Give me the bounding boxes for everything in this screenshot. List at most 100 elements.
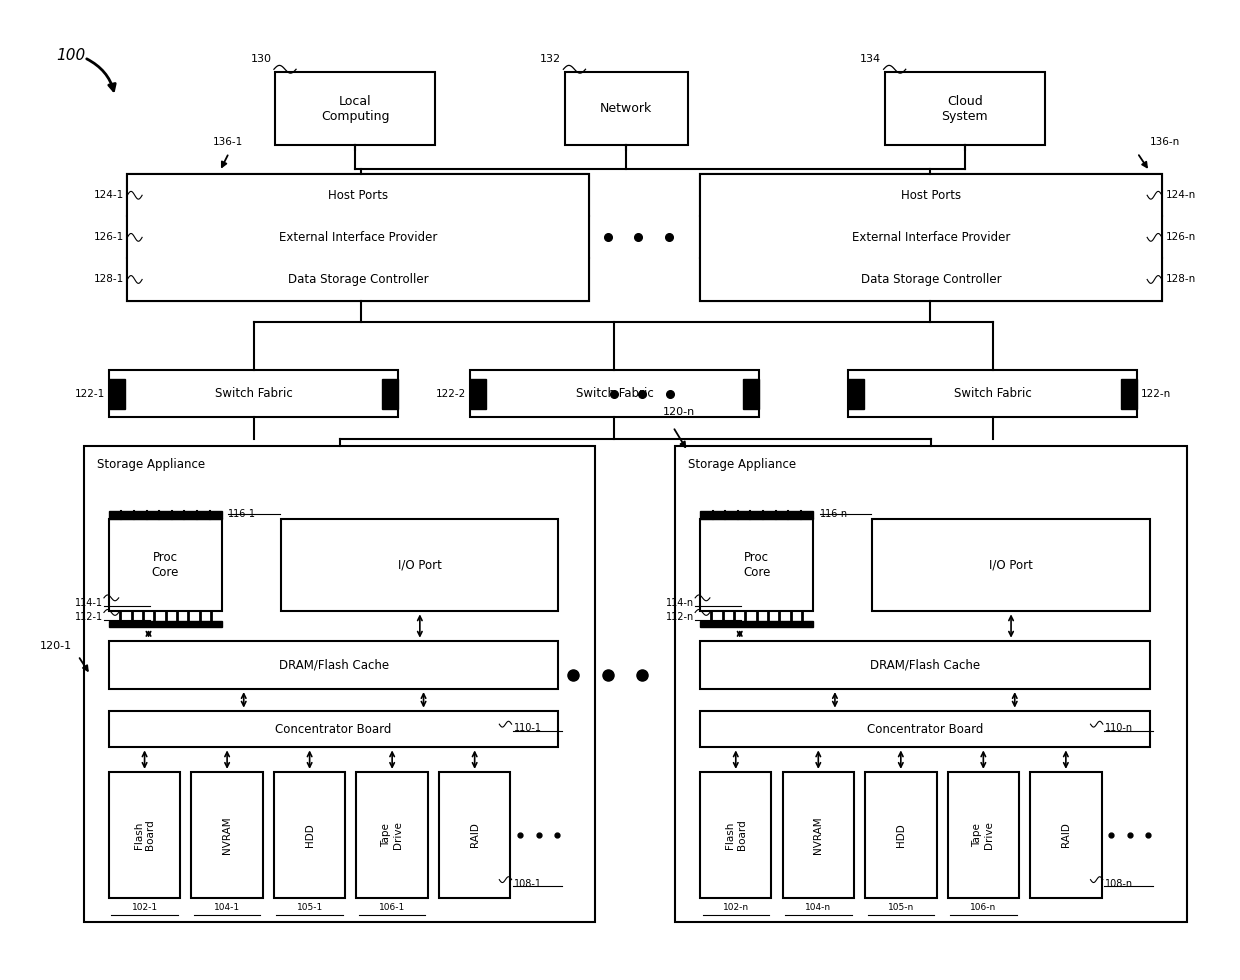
Text: Concentrator Board: Concentrator Board <box>275 722 392 736</box>
Text: Host Ports: Host Ports <box>901 189 961 202</box>
Bar <box>128 174 589 301</box>
Bar <box>701 217 1162 259</box>
Text: 122-1: 122-1 <box>74 389 105 399</box>
Bar <box>470 378 486 409</box>
Bar <box>873 519 1149 612</box>
Bar <box>848 370 1137 417</box>
Text: Storage Appliance: Storage Appliance <box>688 458 796 471</box>
Text: 126-n: 126-n <box>1166 232 1195 242</box>
Text: Switch Fabric: Switch Fabric <box>954 387 1032 400</box>
Text: 105-1: 105-1 <box>296 903 322 912</box>
Text: 122-n: 122-n <box>1141 389 1172 399</box>
Text: 105-n: 105-n <box>888 903 914 912</box>
Text: HDD: HDD <box>305 823 315 847</box>
Text: 112-1: 112-1 <box>74 612 103 622</box>
Bar <box>701 259 1162 301</box>
Text: 116-n: 116-n <box>820 510 848 519</box>
Text: I/O Port: I/O Port <box>990 559 1033 571</box>
Bar <box>128 217 589 259</box>
Bar <box>275 73 435 145</box>
Bar <box>564 73 688 145</box>
Bar <box>701 772 771 898</box>
Text: External Interface Provider: External Interface Provider <box>852 231 1011 244</box>
Text: 104-1: 104-1 <box>215 903 241 912</box>
Bar <box>281 519 558 612</box>
Text: 114-1: 114-1 <box>74 598 103 608</box>
Bar <box>1121 378 1137 409</box>
Text: 124-n: 124-n <box>1166 190 1195 200</box>
Text: Cloud
System: Cloud System <box>941 95 988 122</box>
Text: Flash
Board: Flash Board <box>725 819 746 851</box>
Bar <box>701 512 813 519</box>
Text: HDD: HDD <box>895 823 905 847</box>
Bar <box>382 378 398 409</box>
Bar <box>109 641 558 689</box>
Bar <box>885 73 1045 145</box>
Text: 134: 134 <box>861 55 882 65</box>
Text: 106-1: 106-1 <box>379 903 405 912</box>
Text: RAID: RAID <box>470 822 480 848</box>
Text: RAID: RAID <box>1061 822 1071 848</box>
Bar <box>109 378 125 409</box>
Bar <box>109 710 558 748</box>
Text: External Interface Provider: External Interface Provider <box>279 231 438 244</box>
Bar <box>1030 772 1101 898</box>
Bar <box>701 710 1149 748</box>
Bar <box>947 772 1019 898</box>
Text: Local
Computing: Local Computing <box>321 95 389 122</box>
Bar <box>109 621 222 627</box>
Text: Proc
Core: Proc Core <box>743 552 770 579</box>
Text: Switch Fabric: Switch Fabric <box>215 387 293 400</box>
Bar <box>109 370 398 417</box>
Text: 124-1: 124-1 <box>93 190 124 200</box>
Text: 122-2: 122-2 <box>435 389 466 399</box>
Text: Tape
Drive: Tape Drive <box>972 821 994 849</box>
Bar <box>743 378 759 409</box>
Text: 120-1: 120-1 <box>40 641 72 652</box>
Bar <box>701 621 813 627</box>
Bar <box>191 772 263 898</box>
Text: Concentrator Board: Concentrator Board <box>867 722 983 736</box>
Text: 126-1: 126-1 <box>93 232 124 242</box>
Text: 110-1: 110-1 <box>515 723 542 733</box>
Bar <box>676 446 1187 922</box>
Bar <box>701 174 1162 301</box>
Text: 112-n: 112-n <box>666 612 694 622</box>
Text: 108-n: 108-n <box>1105 878 1133 889</box>
Text: Network: Network <box>600 102 652 115</box>
Bar <box>470 370 759 417</box>
Text: NVRAM: NVRAM <box>813 816 823 854</box>
Bar <box>782 772 854 898</box>
Bar <box>128 259 589 301</box>
Bar <box>866 772 936 898</box>
Bar <box>848 378 864 409</box>
Text: 120-n: 120-n <box>663 407 696 417</box>
Bar <box>109 772 180 898</box>
Text: 116-1: 116-1 <box>228 510 257 519</box>
Text: NVRAM: NVRAM <box>222 816 232 854</box>
Text: 102-n: 102-n <box>723 903 749 912</box>
Text: 104-n: 104-n <box>805 903 831 912</box>
Text: 114-n: 114-n <box>666 598 694 608</box>
Text: DRAM/Flash Cache: DRAM/Flash Cache <box>869 659 980 671</box>
Text: Data Storage Controller: Data Storage Controller <box>861 273 1002 286</box>
Text: 136-1: 136-1 <box>212 137 243 147</box>
Bar <box>356 772 428 898</box>
Text: 130: 130 <box>250 55 272 65</box>
Text: 108-1: 108-1 <box>515 878 542 889</box>
Bar <box>701 519 813 612</box>
Text: Data Storage Controller: Data Storage Controller <box>288 273 429 286</box>
Text: Host Ports: Host Ports <box>329 189 388 202</box>
Text: I/O Port: I/O Port <box>398 559 441 571</box>
Bar <box>109 519 222 612</box>
Text: Proc
Core: Proc Core <box>151 552 180 579</box>
Text: 128-1: 128-1 <box>93 274 124 284</box>
Bar <box>439 772 511 898</box>
Text: 106-n: 106-n <box>970 903 997 912</box>
Text: DRAM/Flash Cache: DRAM/Flash Cache <box>279 659 388 671</box>
Text: 136-n: 136-n <box>1149 137 1180 147</box>
Bar <box>128 174 589 217</box>
Bar <box>84 446 595 922</box>
Text: 102-1: 102-1 <box>131 903 157 912</box>
Text: 132: 132 <box>539 55 560 65</box>
